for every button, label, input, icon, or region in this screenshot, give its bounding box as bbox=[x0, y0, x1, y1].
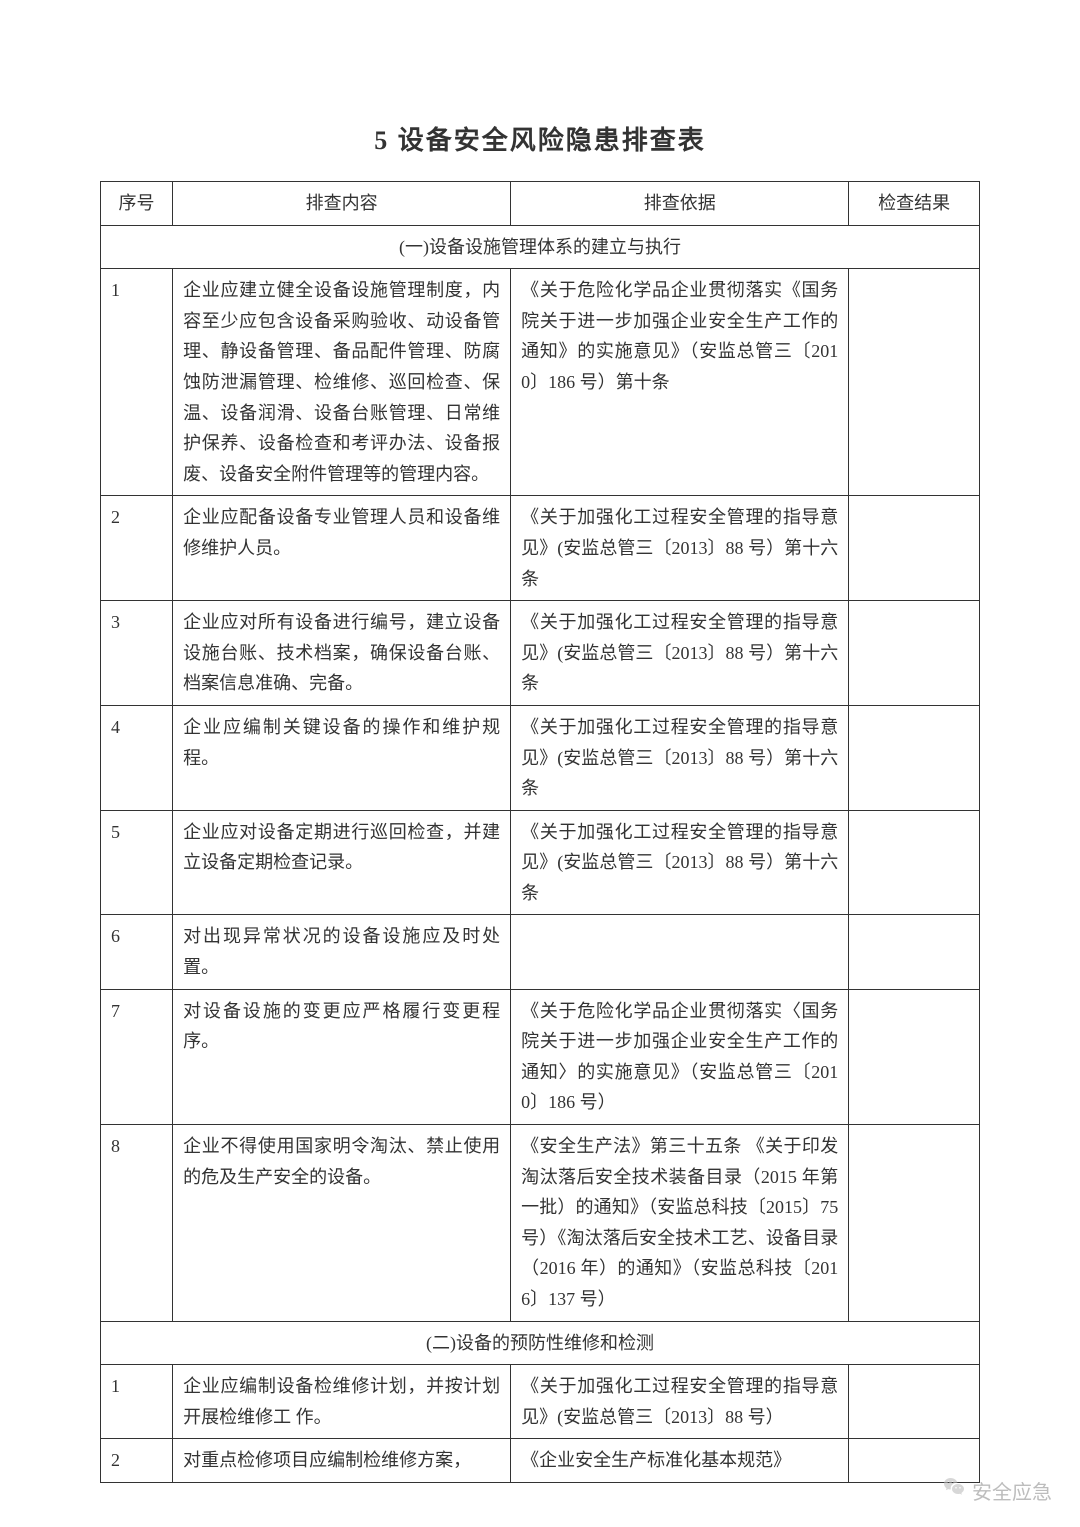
cell-basis: 《关于加强化工过程安全管理的指导意见》(安监总管三〔2013〕88 号）第十六条 bbox=[511, 496, 849, 601]
table-row: 3 企业应对所有设备进行编号，建立设备设施台账、技术档案，确保设备台账、档案信息… bbox=[101, 601, 980, 706]
cell-basis: 《企业安全生产标准化基本规范》 bbox=[511, 1439, 849, 1483]
section-header-row: (一)设备设施管理体系的建立与执行 bbox=[101, 225, 980, 269]
cell-content: 企业应编制设备检维修计划，并按计划开展检维修工 作。 bbox=[173, 1365, 511, 1439]
table-row: 1 企业应建立健全设备设施管理制度，内容至少应包含设备采购验收、动设备管理、静设… bbox=[101, 269, 980, 496]
cell-seq: 5 bbox=[101, 810, 173, 915]
cell-content: 企业应建立健全设备设施管理制度，内容至少应包含设备采购验收、动设备管理、静设备管… bbox=[173, 269, 511, 496]
section-heading: (二)设备的预防性维修和检测 bbox=[101, 1321, 980, 1365]
cell-seq: 7 bbox=[101, 989, 173, 1124]
cell-result bbox=[849, 915, 980, 989]
cell-content: 企业应配备设备专业管理人员和设备维修维护人员。 bbox=[173, 496, 511, 601]
cell-result bbox=[849, 810, 980, 915]
inspection-table: 序号 排查内容 排查依据 检查结果 (一)设备设施管理体系的建立与执行 1 企业… bbox=[100, 181, 980, 1483]
cell-content: 企业应对设备定期进行巡回检查，并建立设备定期检查记录。 bbox=[173, 810, 511, 915]
table-row: 5 企业应对设备定期进行巡回检查，并建立设备定期检查记录。 《关于加强化工过程安… bbox=[101, 810, 980, 915]
table-row: 8 企业不得使用国家明令淘汰、禁止使用的危及生产安全的设备。 《安全生产法》第三… bbox=[101, 1125, 980, 1322]
col-header-result: 检查结果 bbox=[849, 182, 980, 226]
page-title: 5 设备安全风险隐患排查表 bbox=[100, 120, 980, 157]
wechat-icon bbox=[942, 1475, 966, 1505]
cell-seq: 2 bbox=[101, 1439, 173, 1483]
table-row: 6 对出现异常状况的设备设施应及时处置。 bbox=[101, 915, 980, 989]
cell-content: 对重点检修项目应编制检维修方案， bbox=[173, 1439, 511, 1483]
cell-seq: 4 bbox=[101, 705, 173, 810]
cell-content: 对出现异常状况的设备设施应及时处置。 bbox=[173, 915, 511, 989]
cell-result bbox=[849, 496, 980, 601]
cell-seq: 2 bbox=[101, 496, 173, 601]
cell-seq: 6 bbox=[101, 915, 173, 989]
table-row: 7 对设备设施的变更应严格履行变更程序。 《关于危险化学品企业贯彻落实〈国务院关… bbox=[101, 989, 980, 1124]
cell-content: 企业应对所有设备进行编号，建立设备设施台账、技术档案，确保设备台账、档案信息准确… bbox=[173, 601, 511, 706]
page: 5 设备安全风险隐患排查表 序号 排查内容 排查依据 检查结果 (一)设备设施管… bbox=[0, 0, 1080, 1483]
cell-result bbox=[849, 989, 980, 1124]
cell-seq: 1 bbox=[101, 269, 173, 496]
table-body: (一)设备设施管理体系的建立与执行 1 企业应建立健全设备设施管理制度，内容至少… bbox=[101, 225, 980, 1482]
cell-seq: 8 bbox=[101, 1125, 173, 1322]
cell-basis: 《关于加强化工过程安全管理的指导意见》(安监总管三〔2013〕88 号）第十六条 bbox=[511, 601, 849, 706]
cell-result bbox=[849, 1125, 980, 1322]
cell-basis: 《关于加强化工过程安全管理的指导意见》(安监总管三〔2013〕88 号）第十六条 bbox=[511, 705, 849, 810]
table-row: 4 企业应编制关键设备的操作和维护规程。 《关于加强化工过程安全管理的指导意见》… bbox=[101, 705, 980, 810]
cell-content: 企业应编制关键设备的操作和维护规程。 bbox=[173, 705, 511, 810]
cell-result bbox=[849, 601, 980, 706]
cell-basis: 《关于危险化学品企业贯彻落实〈国务院关于进一步加强企业安全生产工作的通知〉的实施… bbox=[511, 989, 849, 1124]
table-row: 1 企业应编制设备检维修计划，并按计划开展检维修工 作。 《关于加强化工过程安全… bbox=[101, 1365, 980, 1439]
col-header-basis: 排查依据 bbox=[511, 182, 849, 226]
cell-basis: 《安全生产法》第三十五条 《关于印发淘汰落后安全技术装备目录（2015 年第一批… bbox=[511, 1125, 849, 1322]
col-header-content: 排查内容 bbox=[173, 182, 511, 226]
cell-basis bbox=[511, 915, 849, 989]
cell-content: 企业不得使用国家明令淘汰、禁止使用的危及生产安全的设备。 bbox=[173, 1125, 511, 1322]
cell-basis: 《关于危险化学品企业贯彻落实《国务院关于进一步加强企业安全生产工作的通知》的实施… bbox=[511, 269, 849, 496]
table-row: 2 对重点检修项目应编制检维修方案， 《企业安全生产标准化基本规范》 bbox=[101, 1439, 980, 1483]
cell-result bbox=[849, 1365, 980, 1439]
col-header-seq: 序号 bbox=[101, 182, 173, 226]
cell-basis: 《关于加强化工过程安全管理的指导意见》(安监总管三〔2013〕88 号） bbox=[511, 1365, 849, 1439]
section-heading: (一)设备设施管理体系的建立与执行 bbox=[101, 225, 980, 269]
table-head: 序号 排查内容 排查依据 检查结果 bbox=[101, 182, 980, 226]
cell-seq: 3 bbox=[101, 601, 173, 706]
table-row: 2 企业应配备设备专业管理人员和设备维修维护人员。 《关于加强化工过程安全管理的… bbox=[101, 496, 980, 601]
footer-watermark: 安全应急 bbox=[942, 1475, 1052, 1505]
cell-basis: 《关于加强化工过程安全管理的指导意见》(安监总管三〔2013〕88 号）第十六条 bbox=[511, 810, 849, 915]
cell-seq: 1 bbox=[101, 1365, 173, 1439]
cell-result bbox=[849, 705, 980, 810]
footer-brand-text: 安全应急 bbox=[972, 1476, 1052, 1505]
section-header-row: (二)设备的预防性维修和检测 bbox=[101, 1321, 980, 1365]
cell-result bbox=[849, 269, 980, 496]
cell-content: 对设备设施的变更应严格履行变更程序。 bbox=[173, 989, 511, 1124]
